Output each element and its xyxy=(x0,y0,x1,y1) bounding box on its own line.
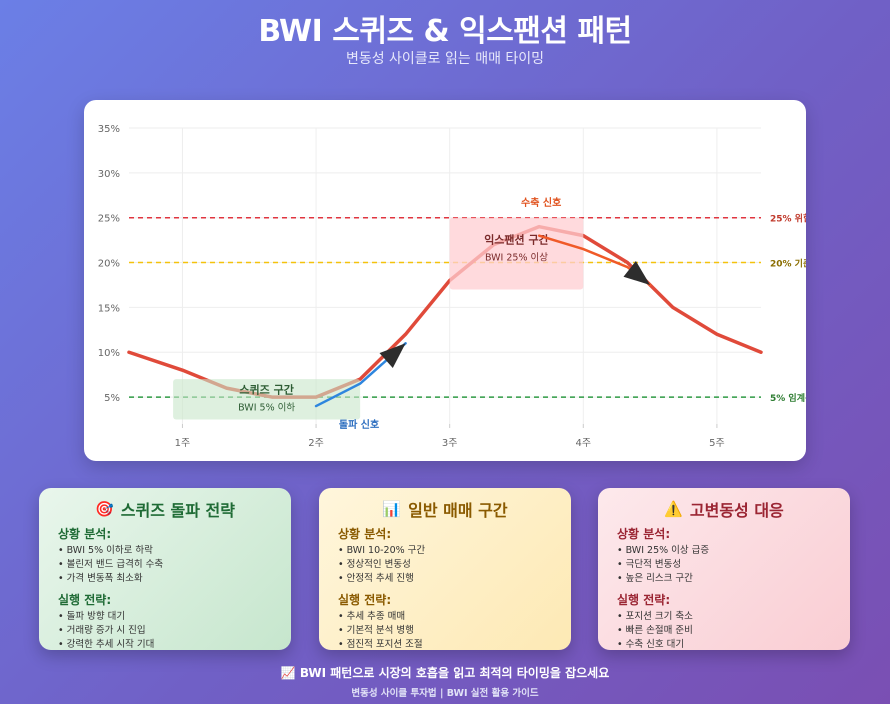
signal-arrowhead xyxy=(623,261,651,285)
strategy-cards: 🎯 스퀴즈 돌파 전략 상황 분석: BWI 5% 이하로 하락 볼린저 밴드 … xyxy=(0,488,890,650)
list-item: 점진적 포지션 조절 xyxy=(338,638,571,650)
y-tick-label: 15% xyxy=(98,303,120,314)
zone-title: 익스팬션 구간 xyxy=(484,233,549,247)
list-item: 포지션 크기 축소 xyxy=(617,610,850,624)
section-heading: 상황 분석: xyxy=(58,527,112,541)
card-squeeze-strategy: 🎯 스퀴즈 돌파 전략 상황 분석: BWI 5% 이하로 하락 볼린저 밴드 … xyxy=(39,488,291,650)
section-heading: 실행 전략: xyxy=(617,593,671,607)
warning-icon: ⚠️ xyxy=(664,500,683,518)
list-item: BWI 5% 이하로 하락 xyxy=(58,544,291,558)
target-icon: 🎯 xyxy=(95,500,114,518)
list-item: BWI 25% 이상 급증 xyxy=(617,544,850,558)
chart-card: 5% 10% 15% 20% 25% 30% 35% 1주 2주 3주 4주 5주 25% 위험선 20%… xyxy=(84,100,806,461)
page-title: BWI 스퀴즈 & 익스팬션 패턴 xyxy=(258,14,632,49)
card-title: 스퀴즈 돌파 전략 xyxy=(120,501,235,520)
reference-line-label: 25% 위험선 xyxy=(770,213,806,225)
list-item: 극단적 변동성 xyxy=(617,558,850,572)
zone-title: 스퀴즈 구간 xyxy=(239,383,293,397)
zone-subtitle: BWI 25% 이상 xyxy=(485,253,548,264)
page-subtitle: 변동성 사이클로 읽는 매매 타이밍 xyxy=(345,51,545,67)
list-item: 정상적인 변동성 xyxy=(338,558,571,572)
item-list: 포지션 크기 축소 빠른 손절매 준비 수축 신호 대기 xyxy=(617,610,850,650)
section-heading: 상황 분석: xyxy=(617,527,671,541)
y-tick-label: 30% xyxy=(98,169,120,180)
list-item: 기본적 분석 병행 xyxy=(338,624,571,638)
item-list: BWI 25% 이상 급증 극단적 변동성 높은 리스크 구간 xyxy=(617,544,850,586)
card-title: 일반 매매 구간 xyxy=(408,501,508,520)
section-heading: 실행 전략: xyxy=(58,593,112,607)
item-list: 추세 추종 매매 기본적 분석 병행 점진적 포지션 조절 xyxy=(338,610,571,650)
item-list: 돌파 방향 대기 거래량 증가 시 진입 강력한 추세 시작 기대 xyxy=(58,610,291,650)
card-normal-trading: 📊 일반 매매 구간 상황 분석: BWI 10-20% 구간 정상적인 변동성… xyxy=(319,488,571,650)
card-title-row: ⚠️ 고변동성 대응 xyxy=(598,498,850,520)
section-heading: 실행 전략: xyxy=(338,593,392,607)
section-heading: 상황 분석: xyxy=(338,527,392,541)
signal-label: 수축 신호 xyxy=(521,196,561,209)
list-item: 거래량 증가 시 진입 xyxy=(58,624,291,638)
signal-arrowhead xyxy=(379,343,406,369)
item-list: BWI 5% 이하로 하락 볼린저 밴드 급격히 수축 가격 변동폭 최소화 xyxy=(58,544,291,586)
x-tick-label: 2주 xyxy=(308,438,324,449)
list-item: 볼린저 밴드 급격히 수축 xyxy=(58,558,291,572)
y-tick-label: 35% xyxy=(98,124,120,135)
zone-box xyxy=(173,379,361,420)
bar-chart-icon: 📊 xyxy=(382,500,402,518)
chart-up-icon: 📈 xyxy=(280,666,296,680)
list-item: 추세 추종 매매 xyxy=(338,610,571,624)
list-item: 강력한 추세 시작 기대 xyxy=(58,638,291,650)
zone-subtitle: BWI 5% 이하 xyxy=(238,402,295,414)
footer-subtext: 변동성 사이클 투자법 | BWI 실전 활용 가이드 xyxy=(351,688,539,699)
y-tick-label: 5% xyxy=(104,393,120,404)
list-item: 가격 변동폭 최소화 xyxy=(58,572,291,586)
list-item: 안정적 추세 진행 xyxy=(338,572,571,586)
item-list: BWI 10-20% 구간 정상적인 변동성 안정적 추세 진행 xyxy=(338,544,571,586)
list-item: 수축 신호 대기 xyxy=(617,638,850,650)
zone-box xyxy=(449,217,584,290)
x-tick-label: 5주 xyxy=(709,438,725,449)
card-title-row: 📊 일반 매매 구간 xyxy=(319,498,571,520)
signal-label: 돌파 신호 xyxy=(339,418,379,431)
x-tick-label: 3주 xyxy=(442,438,458,449)
list-item: BWI 10-20% 구간 xyxy=(338,544,571,558)
footer-text: BWI 패턴으로 시장의 호흡을 읽고 최적의 타이밍을 잡으세요 xyxy=(299,666,610,680)
list-item: 돌파 방향 대기 xyxy=(58,610,291,624)
y-tick-label: 25% xyxy=(98,214,120,225)
x-tick-label: 4주 xyxy=(576,438,592,449)
bwi-series-line xyxy=(127,224,763,399)
reference-line-label: 5% 임계선 xyxy=(770,392,806,404)
list-item: 높은 리스크 구간 xyxy=(617,572,850,586)
reference-line-label: 20% 기준선 xyxy=(770,258,806,270)
y-tick-label: 10% xyxy=(98,348,120,359)
bwi-line-chart: 5% 10% 15% 20% 25% 30% 35% 1주 2주 3주 4주 5주 25% 위험선 20%… xyxy=(98,124,806,449)
card-title-row: 🎯 스퀴즈 돌파 전략 xyxy=(39,498,291,520)
footer-tagline: 📈 BWI 패턴으로 시장의 호흡을 읽고 최적의 타이밍을 잡으세요 xyxy=(0,664,890,681)
card-high-volatility: ⚠️ 고변동성 대응 상황 분석: BWI 25% 이상 급증 극단적 변동성 … xyxy=(598,488,850,650)
card-title: 고변동성 대응 xyxy=(689,501,784,520)
list-item: 빠른 손절매 준비 xyxy=(617,624,850,638)
y-tick-label: 20% xyxy=(98,259,120,270)
x-tick-label: 1주 xyxy=(175,438,191,449)
